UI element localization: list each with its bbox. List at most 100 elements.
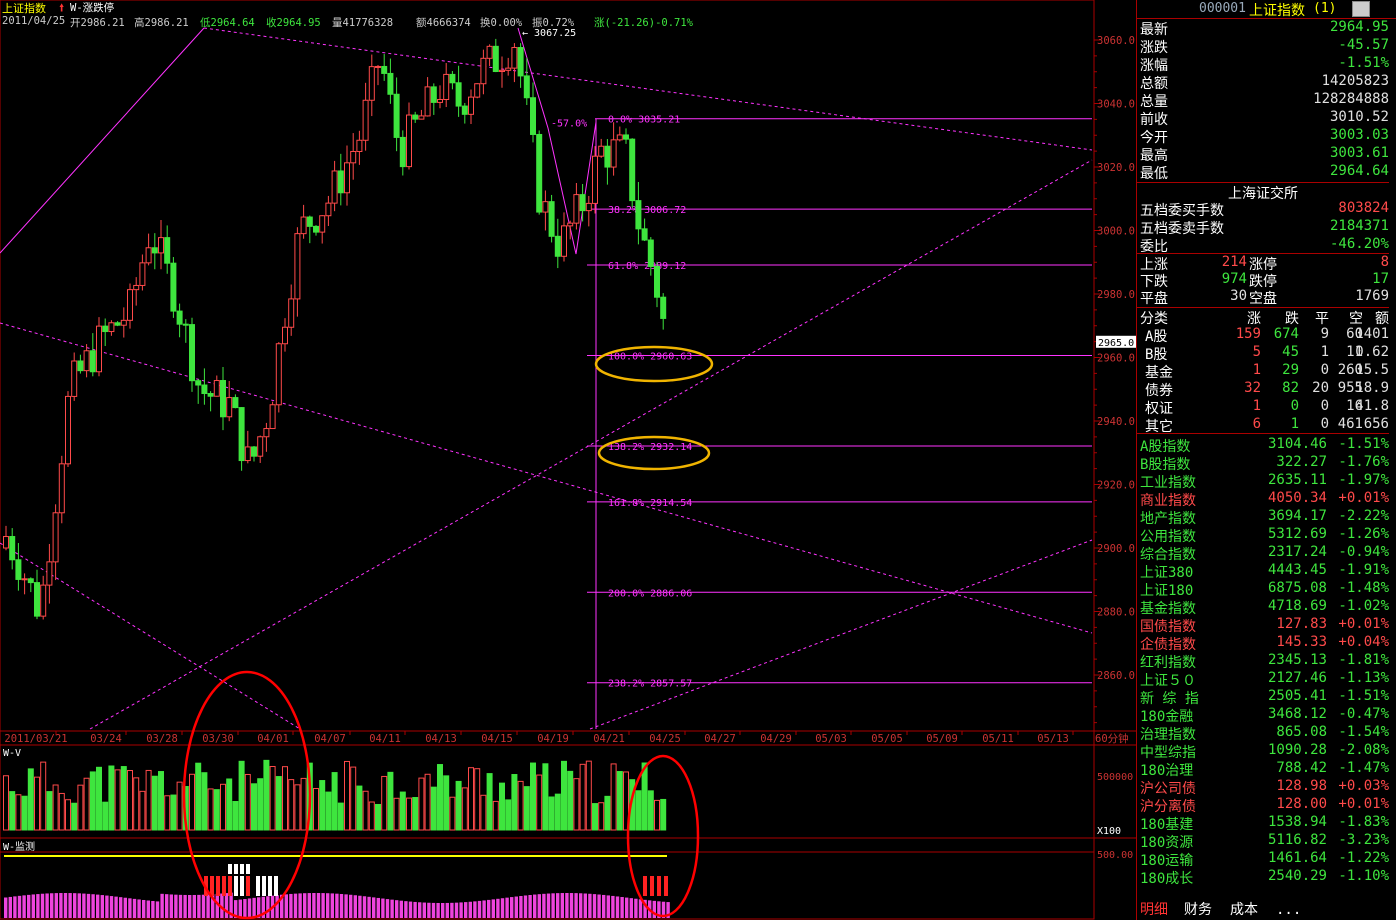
- index-row[interactable]: 上证380 4443.45 -1.91%: [1137, 562, 1389, 581]
- index-row[interactable]: 商业指数 4050.34 +0.01%: [1137, 490, 1389, 509]
- bottom-tabs: 明细 财务 成本 ...: [1136, 900, 1396, 920]
- index-row[interactable]: 新 综 指 2505.41 -1.51%: [1137, 688, 1389, 707]
- volume-bar: [449, 796, 456, 831]
- volume-bar: [195, 762, 202, 831]
- highlight-ellipse: [594, 345, 714, 383]
- candle-body: [15, 559, 22, 580]
- monitor-bar: [100, 895, 104, 918]
- index-row[interactable]: A股指数 3104.46 -1.51%: [1137, 436, 1389, 455]
- category-row: 基金 1 29 0 260 15.5: [1137, 362, 1389, 381]
- index-row[interactable]: 沪公司债 128.98 +0.03%: [1137, 778, 1389, 797]
- volume-title: W-V: [3, 748, 21, 759]
- exchange-label: 五档委卖手数: [1140, 221, 1224, 237]
- index-row[interactable]: 红利指数 2345.13 -1.81%: [1137, 652, 1389, 671]
- index-row[interactable]: 上证180 6875.08 -1.48%: [1137, 580, 1389, 599]
- index-row[interactable]: 企债指数 145.33 +0.04%: [1137, 634, 1389, 653]
- index-row[interactable]: 公用指数 5312.69 -1.26%: [1137, 526, 1389, 545]
- index-value: 322.27: [1276, 454, 1327, 470]
- index-name: A股指数: [1140, 439, 1191, 455]
- divider: [1137, 433, 1389, 434]
- window-toggle-icon[interactable]: [1352, 1, 1370, 17]
- volume-bar: [313, 787, 319, 831]
- updown-value: 8: [1380, 254, 1389, 270]
- index-row[interactable]: 180金融 3468.12 -0.47%: [1137, 706, 1389, 725]
- quote-label: 最高: [1140, 148, 1168, 164]
- updown-value: 1769: [1355, 288, 1389, 304]
- index-row[interactable]: 沪分离债 128.00 +0.01%: [1137, 796, 1389, 815]
- candle-body: [592, 155, 598, 204]
- category-header-cell: 平: [1315, 311, 1329, 327]
- monitor-bar: [606, 895, 610, 918]
- volume-bar: [362, 790, 369, 831]
- x-tick-label: 03/28: [146, 733, 178, 745]
- monitor-bar: [372, 897, 376, 918]
- volume-bar: [554, 793, 561, 831]
- volume-bar: [282, 766, 288, 831]
- index-pct: -1.48%: [1338, 580, 1389, 596]
- index-row[interactable]: 治理指数 865.08 -1.54%: [1137, 724, 1389, 743]
- index-row[interactable]: 工业指数 2635.11 -1.97%: [1137, 472, 1389, 491]
- candle-body: [77, 360, 84, 372]
- tab-finance[interactable]: 财务: [1184, 902, 1212, 918]
- category-cell: 41.8: [1355, 398, 1389, 414]
- index-row[interactable]: B股指数 322.27 -1.76%: [1137, 454, 1389, 473]
- info-open: 开2986.21: [70, 17, 125, 29]
- index-row[interactable]: 180资源 5116.82 -3.23%: [1137, 832, 1389, 851]
- monitor-bar: [395, 900, 399, 918]
- monitor-bar: [560, 893, 564, 918]
- index-row[interactable]: 180运输 1461.64 -1.22%: [1137, 850, 1389, 869]
- y-tick-label: 2980.0: [1097, 289, 1135, 301]
- candle-body: [151, 247, 158, 254]
- volume-bar: [592, 803, 598, 831]
- fib-label: 0.0% 3035.21: [608, 115, 680, 126]
- index-row[interactable]: 上证５０ 2127.46 -1.13%: [1137, 670, 1389, 689]
- monitor-bar: [326, 893, 330, 918]
- index-row[interactable]: 180成长 2540.29 -1.10%: [1137, 868, 1389, 887]
- highlight-ellipse: [626, 754, 700, 918]
- index-row[interactable]: 地产指数 3694.17 -2.22%: [1137, 508, 1389, 527]
- candle-body: [207, 393, 214, 397]
- monitor-bar: [280, 894, 284, 918]
- main-chart[interactable]: 0.0% 3035.21 38.2% 3006.72 61.8% 2989.12 10…: [0, 0, 1136, 920]
- category-cell: 1401: [1355, 326, 1389, 342]
- tab-detail[interactable]: 明细: [1140, 902, 1168, 918]
- index-name: 国债指数: [1140, 619, 1196, 635]
- candle-body: [65, 395, 71, 465]
- monitor-bar: [537, 894, 541, 918]
- index-row[interactable]: 综合指数 2317.24 -0.94%: [1137, 544, 1389, 563]
- index-value: 145.33: [1276, 634, 1327, 650]
- monitor-bar: [583, 893, 587, 918]
- index-value: 4050.34: [1267, 490, 1327, 506]
- monitor-bar: [523, 895, 528, 918]
- tab-cost[interactable]: 成本: [1230, 902, 1258, 918]
- monitor-bar: [77, 893, 81, 918]
- monitor-bar: [128, 898, 132, 918]
- volume-bar: [654, 799, 660, 831]
- index-name: 180资源: [1140, 835, 1194, 851]
- category-cell: 9: [1320, 326, 1329, 342]
- candle-body: [158, 237, 164, 254]
- monitor-bar: [123, 897, 127, 918]
- fib-label: 138.2% 2932.14: [608, 442, 692, 453]
- quote-value: 128284888: [1313, 91, 1389, 107]
- index-pct: -1.91%: [1338, 562, 1389, 578]
- index-row[interactable]: 180治理 788.42 -1.47%: [1137, 760, 1389, 779]
- quote-label: 总量: [1140, 94, 1168, 110]
- volume-bar: [89, 771, 96, 831]
- monitor-bar: [418, 902, 422, 918]
- category-cell: 权证: [1145, 401, 1173, 417]
- monitor-bar: [146, 900, 150, 918]
- monitor-signal: [262, 876, 266, 896]
- candle-body: [399, 136, 406, 168]
- category-header-cell: 涨: [1247, 311, 1261, 327]
- index-row[interactable]: 国债指数 127.83 +0.01%: [1137, 616, 1389, 635]
- candle-body: [282, 326, 288, 345]
- volume-bar: [585, 760, 592, 831]
- tab-more[interactable]: ...: [1276, 902, 1302, 918]
- index-value: 2127.46: [1267, 670, 1327, 686]
- category-cell: A股: [1145, 329, 1168, 345]
- index-row[interactable]: 中型综指 1090.28 -2.08%: [1137, 742, 1389, 761]
- index-row[interactable]: 基金指数 4718.69 -1.02%: [1137, 598, 1389, 617]
- index-value: 788.42: [1276, 760, 1327, 776]
- index-row[interactable]: 180基建 1538.94 -1.83%: [1137, 814, 1389, 833]
